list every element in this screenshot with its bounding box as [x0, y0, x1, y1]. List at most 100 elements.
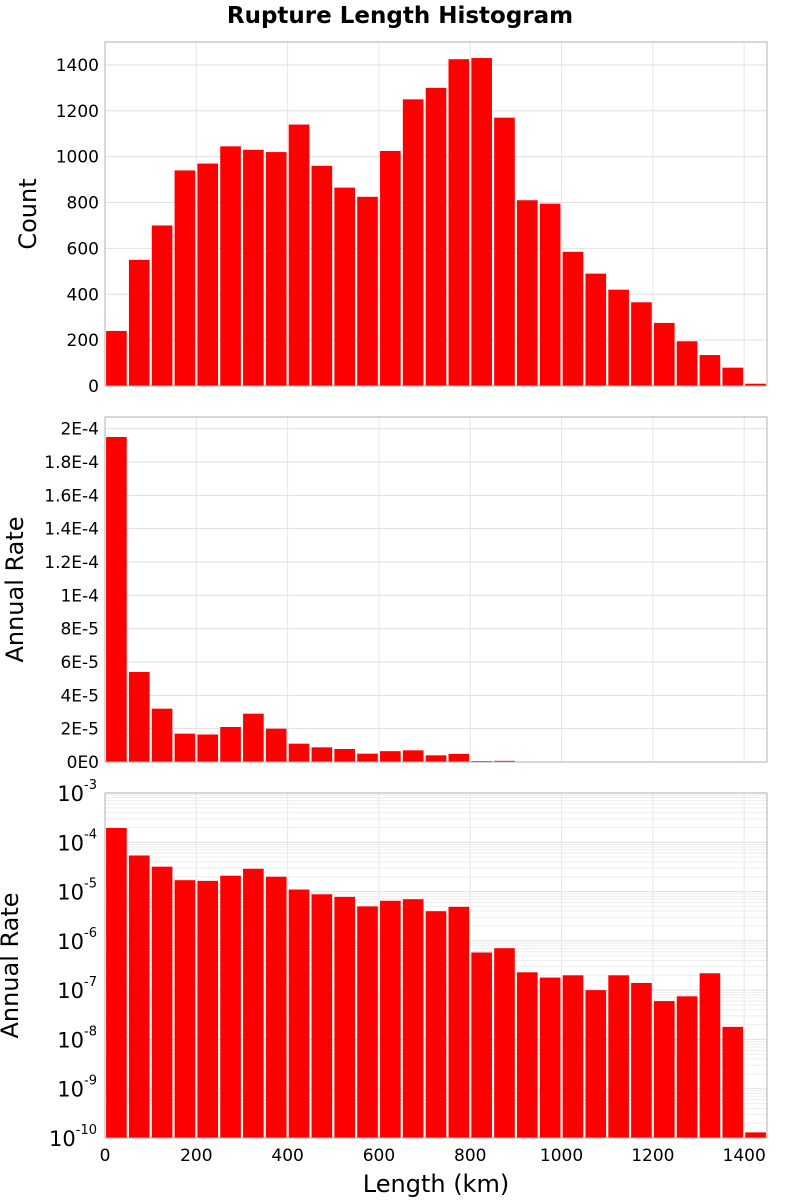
bar: [265, 728, 287, 762]
plot-area: [105, 417, 767, 762]
y-tick-label: 8E-5: [60, 620, 99, 640]
bar: [311, 165, 333, 386]
y-tick-label: 1E-4: [60, 586, 99, 606]
y-axis-title: Annual Rate: [1, 516, 29, 662]
x-tick-label: 1400: [723, 1146, 766, 1166]
bar: [288, 743, 310, 762]
x-tick-labels: 0 200 400 600 800 1000 1200 1400: [100, 1146, 766, 1166]
bar: [402, 99, 424, 386]
bar: [151, 225, 173, 386]
bar: [106, 827, 127, 1138]
y-tick-label: 1200: [56, 102, 99, 122]
bar: [608, 975, 629, 1138]
bar: [357, 196, 378, 386]
bar: [471, 952, 492, 1138]
panel-1: 0 200 400 600 800 1000 1200 1400 Count: [14, 41, 768, 397]
bar: [494, 948, 515, 1138]
y-axis-title: Count: [14, 178, 42, 249]
y-tick-labels: 0E0 2E-5 4E-5 6E-5 8E-5 1E-4 1.2E-4 1.4E-4 1.6E-…: [44, 420, 99, 773]
x-tick-label: 0: [100, 1146, 111, 1166]
bar: [585, 273, 607, 386]
bar: [128, 855, 150, 1138]
y-tick-label: 400: [67, 285, 99, 305]
y-tick-label: 0: [88, 377, 99, 397]
bar: [585, 990, 607, 1138]
x-tick-label: 200: [180, 1146, 212, 1166]
bar: [311, 894, 333, 1138]
bar: [151, 708, 173, 762]
bar: [448, 753, 470, 762]
bar: [288, 889, 310, 1138]
x-tick-label: 1200: [631, 1146, 674, 1166]
x-tick-label: 600: [363, 1146, 395, 1166]
y-tick-label: 1.8E-4: [44, 453, 99, 473]
y-tick-label: 1400: [56, 56, 99, 76]
bar: [516, 200, 538, 386]
y-tick-label: 10-4: [57, 827, 97, 855]
bar: [334, 896, 356, 1138]
y-tick-label: 10-10: [49, 1123, 97, 1151]
bar: [676, 341, 698, 386]
y-tick-label: 1000: [56, 148, 99, 168]
bar: [653, 322, 675, 386]
plot-frame: [104, 41, 768, 387]
y-tick-label: 2E-4: [60, 420, 99, 440]
panel-3: 10-10 10-9 10-8 10-7 10-6 10-5 10-4 10-3 Annual …: [0, 778, 768, 1151]
bar: [676, 996, 698, 1138]
bars: [106, 827, 766, 1138]
bar: [745, 1132, 766, 1138]
panel-2: 0E0 2E-5 4E-5 6E-5 8E-5 1E-4 1.2E-4 1.4E-4 1.6E-…: [1, 416, 768, 773]
y-tick-label: 1.2E-4: [44, 553, 99, 573]
bar: [243, 868, 264, 1138]
y-tick-label: 1.6E-4: [44, 486, 99, 506]
y-tick-label: 2E-5: [60, 720, 99, 740]
bar: [380, 900, 401, 1138]
bar: [539, 203, 561, 386]
y-tick-label: 10-9: [57, 1074, 97, 1102]
bar: [699, 355, 721, 386]
y-tick-label: 0E0: [67, 753, 99, 773]
bar: [631, 982, 652, 1138]
bar: [197, 163, 219, 386]
bar: [722, 367, 744, 386]
bar: [745, 383, 766, 386]
bar: [174, 170, 196, 386]
bar: [220, 146, 241, 386]
bar: [402, 750, 424, 762]
bar: [357, 906, 378, 1138]
y-axis-title: Annual Rate: [0, 892, 24, 1038]
y-tick-label: 6E-5: [60, 653, 99, 673]
y-tick-label: 4E-5: [60, 686, 99, 706]
bar: [265, 876, 287, 1138]
bar: [608, 289, 629, 386]
plot-frame: [104, 416, 768, 763]
bar: [448, 59, 470, 386]
bar: [494, 760, 515, 762]
bar: [174, 880, 196, 1138]
bar: [128, 672, 150, 762]
bar: [494, 117, 515, 387]
y-tick-label: 200: [67, 331, 99, 351]
y-tick-label: 10-5: [57, 877, 97, 905]
bar: [425, 911, 447, 1138]
y-tick-labels: 10-10 10-9 10-8 10-7 10-6 10-5 10-4 10-3: [49, 778, 97, 1151]
bar: [562, 975, 584, 1138]
bar: [243, 713, 264, 762]
bar: [653, 1001, 675, 1138]
bar: [539, 977, 561, 1138]
bar: [243, 149, 264, 386]
plot-frame: [104, 792, 768, 1139]
bars: [106, 58, 766, 387]
bar: [311, 747, 333, 762]
y-tick-label: 10-7: [57, 975, 97, 1003]
x-axis-title: Length (km): [363, 1170, 509, 1198]
bar: [265, 152, 287, 386]
bar: [562, 251, 584, 386]
bar: [151, 866, 173, 1138]
bar: [197, 880, 219, 1138]
x-tick-label: 1000: [540, 1146, 583, 1166]
bar: [220, 875, 241, 1138]
chart-title: Rupture Length Histogram: [227, 3, 573, 29]
bar: [471, 58, 492, 386]
